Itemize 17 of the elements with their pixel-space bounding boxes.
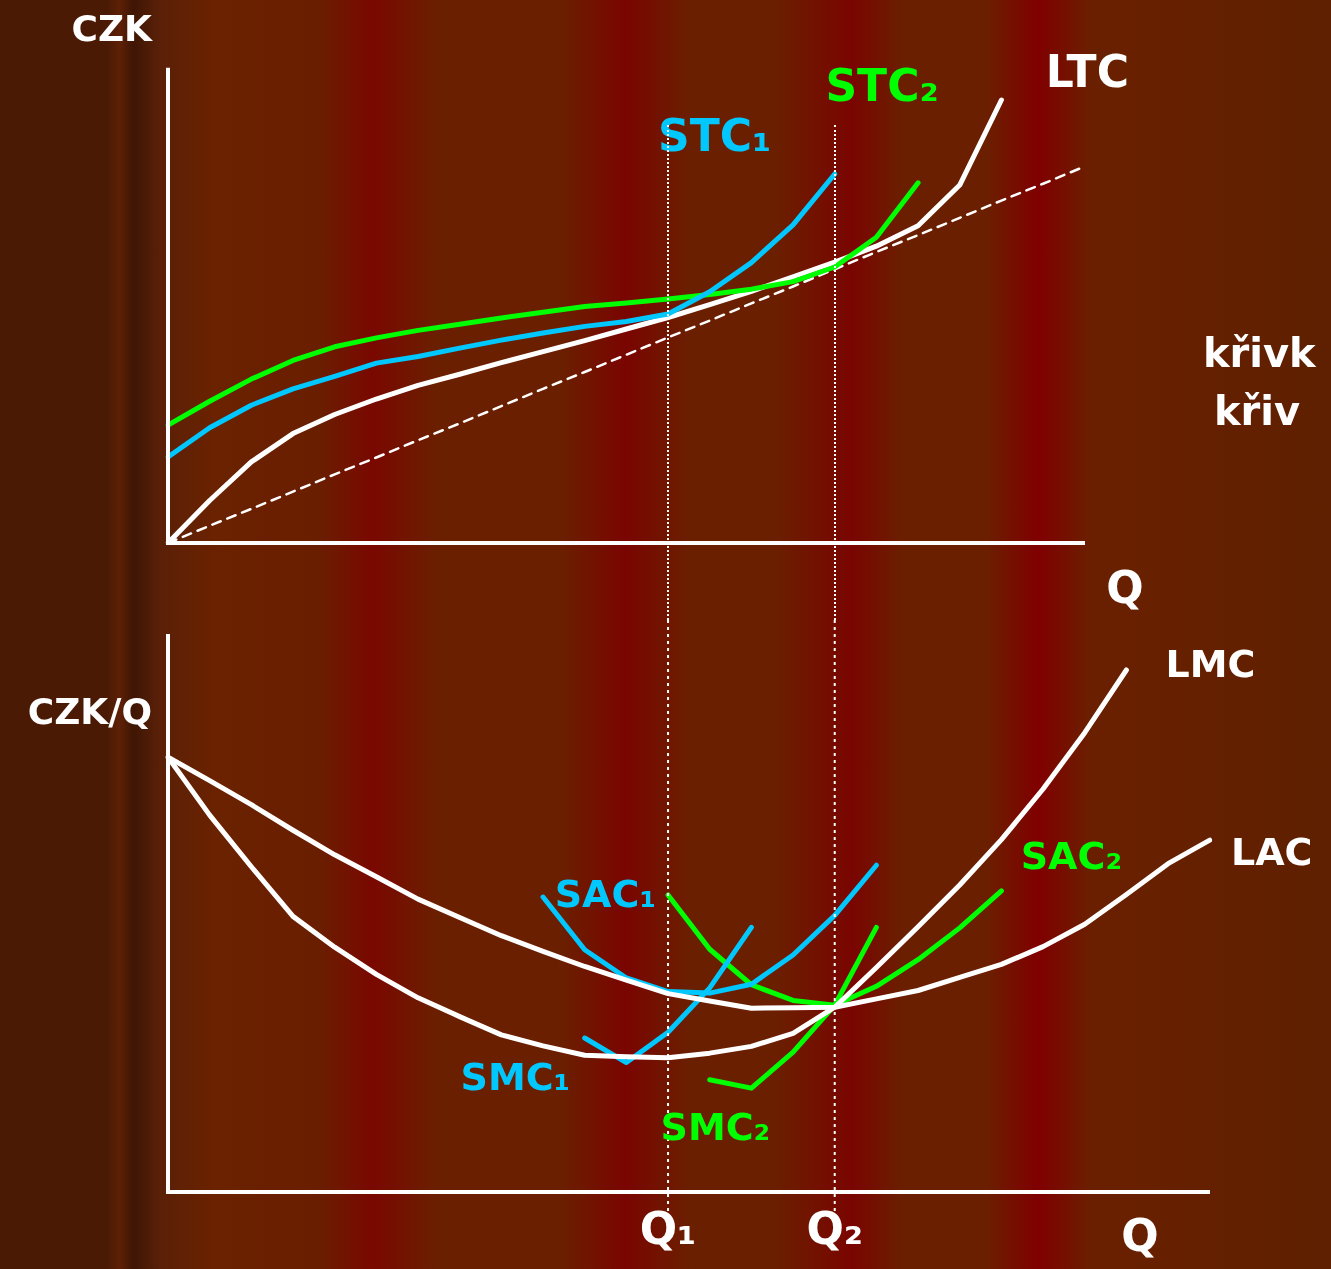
series-label: SAC₂ xyxy=(1020,833,1123,878)
text: křivk xyxy=(1203,330,1316,376)
series-label: LMC xyxy=(1165,641,1256,686)
text: křiv xyxy=(1214,388,1301,434)
series-label: STC₁ xyxy=(658,110,772,162)
series-label: LAC xyxy=(1230,830,1313,875)
y-axis-title: CZK/Q xyxy=(27,691,152,733)
x-axis-title: Q xyxy=(1121,1210,1159,1262)
series-label: SAC₁ xyxy=(554,872,657,917)
x-tick-label: Q₂ xyxy=(806,1202,864,1254)
series-label: SMC₂ xyxy=(660,1105,771,1150)
x-axis-title: Q xyxy=(1106,562,1144,614)
series-label: STC₂ xyxy=(825,60,939,112)
series-label: LTC xyxy=(1045,46,1129,98)
x-tick-label: Q₁ xyxy=(639,1202,697,1254)
y-axis-title: CZK xyxy=(71,8,154,50)
series-label: SMC₁ xyxy=(460,1055,571,1100)
